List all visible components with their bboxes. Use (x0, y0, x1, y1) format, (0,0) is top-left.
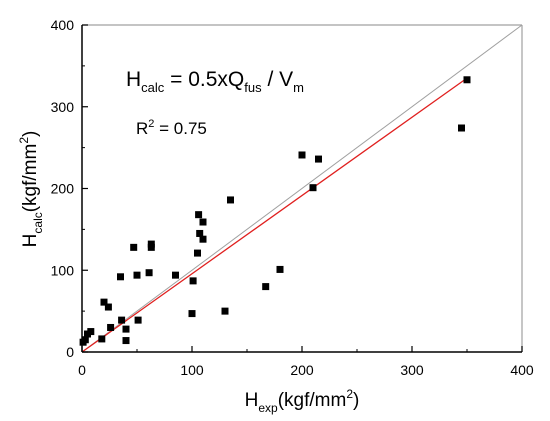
data-point (199, 235, 207, 243)
data-point (118, 316, 126, 324)
data-point (458, 124, 465, 132)
data-point (122, 325, 130, 333)
data-point (133, 271, 141, 279)
data-points (79, 76, 471, 346)
data-point (194, 249, 201, 257)
data-point (276, 265, 284, 273)
data-point (227, 196, 234, 204)
data-point (315, 155, 322, 163)
x-tick-label: 200 (290, 362, 314, 378)
identity-line (81, 24, 523, 353)
data-point (81, 336, 89, 344)
data-point (172, 271, 179, 279)
data-point (130, 243, 138, 251)
y-tick-label: 0 (66, 344, 74, 360)
y-tick-label: 100 (51, 262, 75, 278)
y-tick-label: 400 (51, 17, 75, 33)
data-point (87, 328, 95, 336)
data-point (309, 184, 317, 192)
reference-lines (81, 24, 523, 353)
data-point (195, 211, 203, 219)
data-point (122, 337, 130, 345)
x-tick-label: 100 (180, 362, 204, 378)
data-point (262, 283, 270, 291)
y-tick-label: 200 (51, 181, 75, 197)
data-point (298, 151, 306, 159)
data-point (199, 218, 207, 226)
r-squared-annotation: R2 = 0.75 (136, 118, 207, 138)
data-point (189, 277, 197, 285)
formula-annotation: Hcalc = 0.5xQfus / Vm (126, 68, 304, 95)
data-point (463, 76, 471, 84)
y-axis-title: Hcalc(kgf/mm2) (17, 131, 45, 248)
data-point (221, 307, 229, 315)
data-point (107, 323, 115, 331)
data-point (188, 310, 196, 318)
fit-line (81, 77, 468, 353)
x-tick-label: 0 (78, 362, 86, 378)
data-point (147, 243, 155, 251)
axes: 0 100 200 300 400 0 100 200 300 400 (51, 17, 534, 378)
x-axis-title: Hexp(kgf/mm2) (245, 387, 360, 415)
plot-frame (82, 24, 523, 352)
data-point (117, 273, 124, 281)
data-point (196, 229, 204, 237)
data-point (98, 335, 106, 343)
data-point (134, 316, 142, 324)
x-tick-label: 300 (400, 362, 424, 378)
x-tick-label: 400 (510, 362, 534, 378)
y-tick-label: 300 (51, 99, 75, 115)
data-point (100, 298, 108, 306)
data-point (145, 269, 153, 277)
data-point (104, 303, 112, 311)
